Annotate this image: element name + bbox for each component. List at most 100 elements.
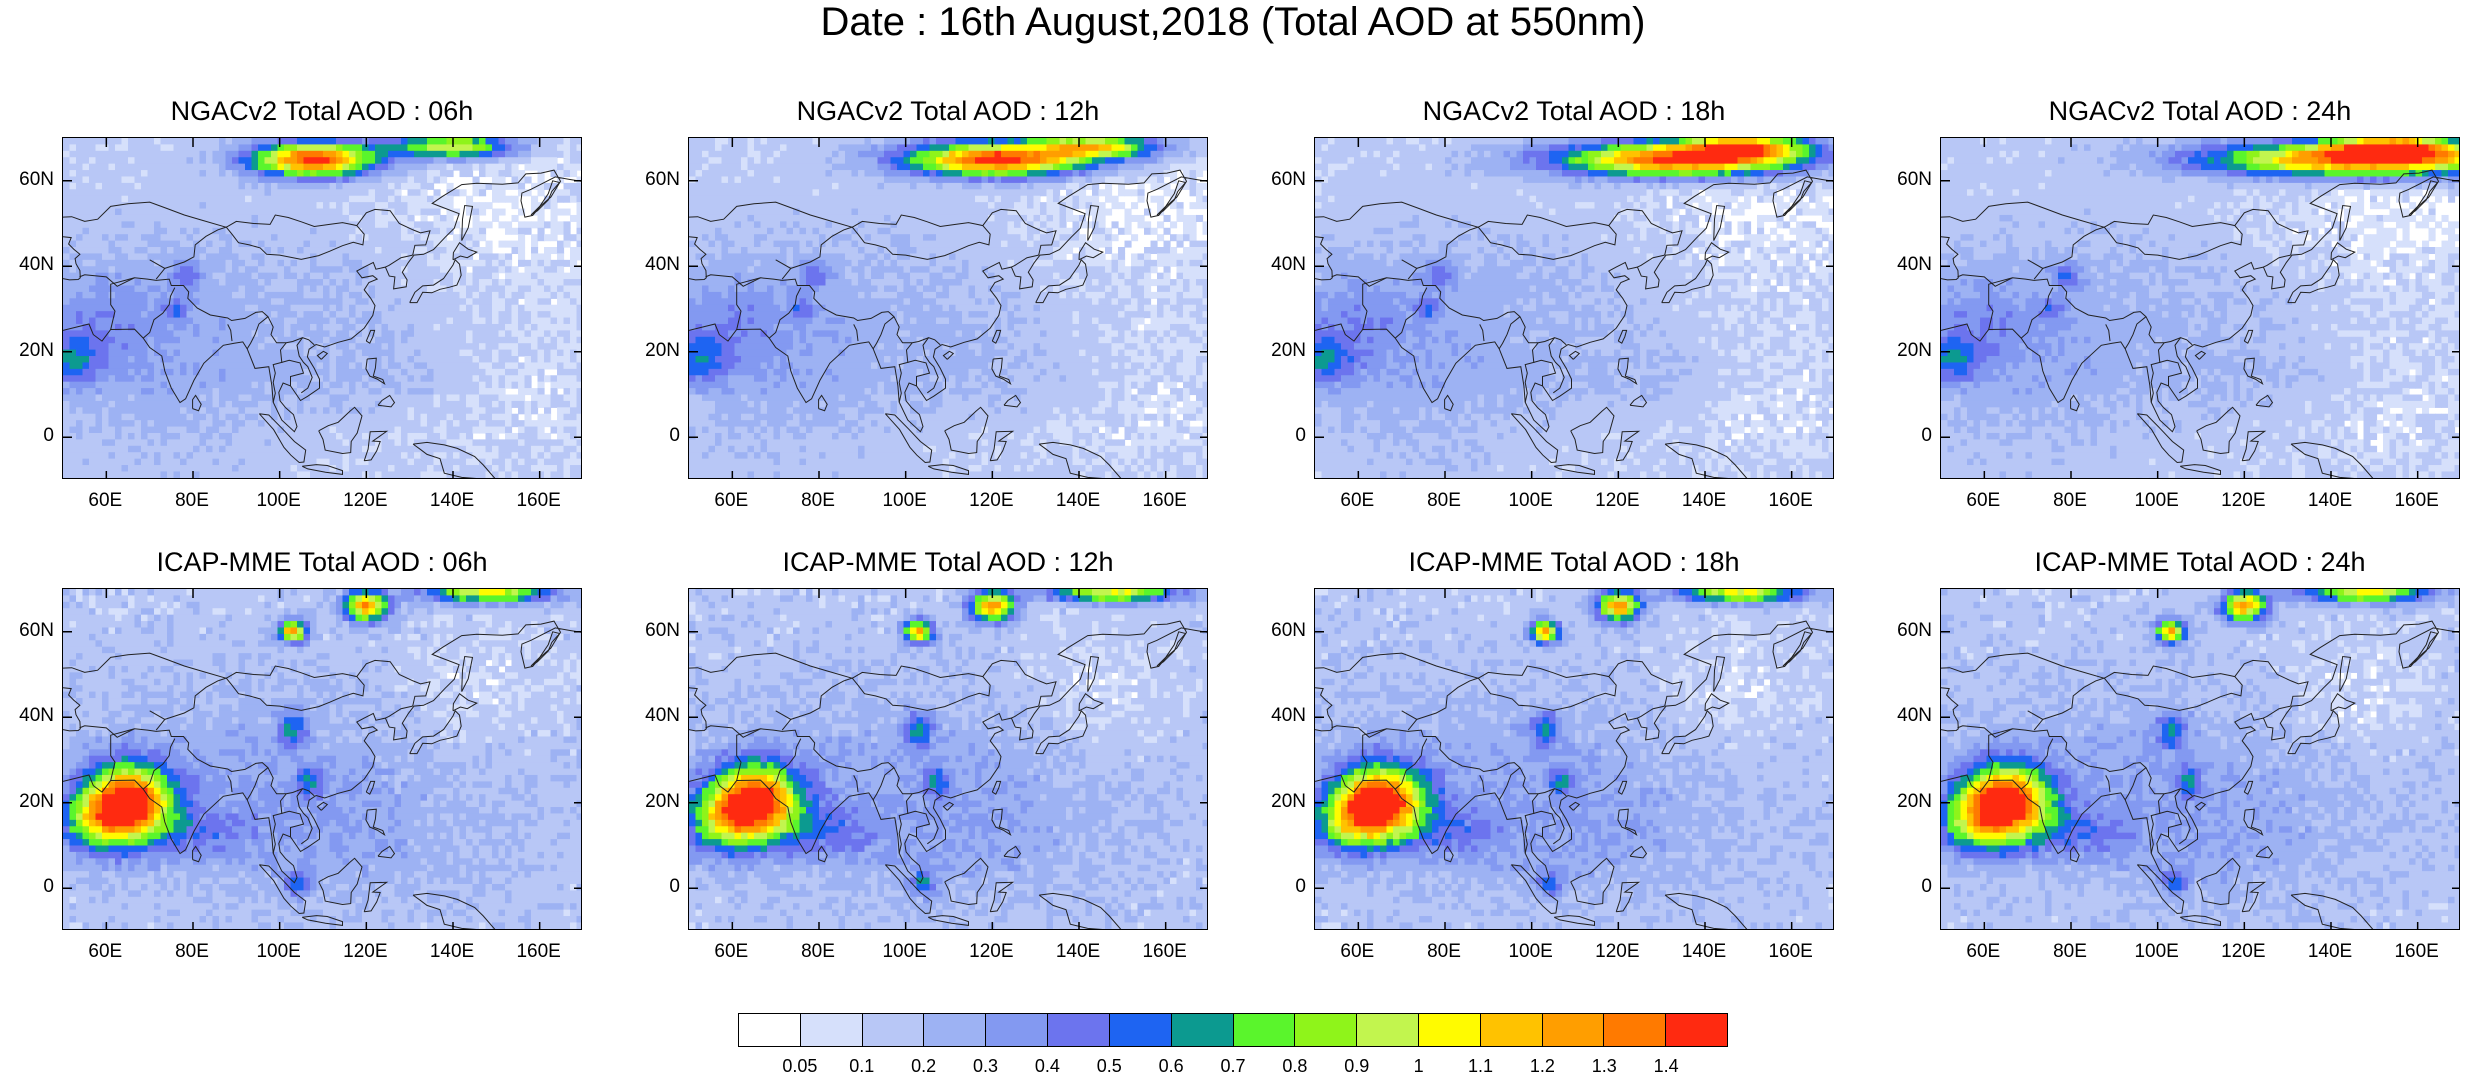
- lon-tick-label: 160E: [1761, 942, 1821, 962]
- lon-tick-label: 80E: [162, 942, 222, 962]
- lat-tick-label: 20N: [1882, 341, 1932, 361]
- lon-tick-label: 120E: [961, 942, 1021, 962]
- colorbar-label: 0.3: [964, 1056, 1008, 1076]
- panel-title: ICAP-MME Total AOD : 18h: [1314, 547, 1834, 577]
- lon-tick-label: 140E: [1048, 942, 1108, 962]
- colorbar-label: 1.2: [1520, 1056, 1564, 1076]
- colorbar-swatch: [1604, 1014, 1666, 1046]
- lat-tick-label: 60N: [1256, 170, 1306, 190]
- colorbar-swatch: [1048, 1014, 1110, 1046]
- lat-tick-label: 0: [1882, 426, 1932, 446]
- panel-title: NGACv2 Total AOD : 12h: [688, 96, 1208, 126]
- panel-title: ICAP-MME Total AOD : 06h: [62, 547, 582, 577]
- lat-tick-label: 40N: [1256, 706, 1306, 726]
- lon-tick-label: 120E: [335, 942, 395, 962]
- lon-tick-label: 60E: [701, 491, 761, 511]
- lat-tick-label: 60N: [630, 170, 680, 190]
- lon-tick-label: 140E: [422, 942, 482, 962]
- aod-field: [689, 138, 1208, 479]
- colorbar-label: 0.05: [778, 1056, 822, 1076]
- colorbar-label: 1.4: [1644, 1056, 1688, 1076]
- lon-tick-label: 140E: [2300, 942, 2360, 962]
- colorbar-label: 1.1: [1459, 1056, 1503, 1076]
- lon-tick-label: 60E: [75, 491, 135, 511]
- lon-tick-label: 100E: [1501, 942, 1561, 962]
- lat-tick-label: 0: [630, 877, 680, 897]
- panel-title: NGACv2 Total AOD : 18h: [1314, 96, 1834, 126]
- colorbar-swatch: [924, 1014, 986, 1046]
- lat-tick-label: 60N: [1256, 621, 1306, 641]
- colorbar-swatch: [986, 1014, 1048, 1046]
- lon-tick-label: 120E: [961, 491, 1021, 511]
- lon-tick-label: 160E: [509, 942, 569, 962]
- lat-tick-label: 20N: [1256, 341, 1306, 361]
- map-panel: [1314, 588, 1834, 930]
- colorbar-swatch: [1543, 1014, 1605, 1046]
- lon-tick-label: 160E: [1761, 491, 1821, 511]
- lon-tick-label: 100E: [875, 491, 935, 511]
- map-panel: [1314, 137, 1834, 479]
- aod-map: [63, 589, 582, 930]
- lon-tick-label: 140E: [1674, 942, 1734, 962]
- aod-map: [1941, 589, 2460, 930]
- lat-tick-label: 20N: [630, 792, 680, 812]
- colorbar-swatch: [1666, 1014, 1727, 1046]
- colorbar-swatch: [1357, 1014, 1419, 1046]
- map-panel: [688, 137, 1208, 479]
- colorbar-swatch: [801, 1014, 863, 1046]
- lon-tick-label: 100E: [1501, 491, 1561, 511]
- lon-tick-label: 160E: [2387, 942, 2447, 962]
- lon-tick-label: 60E: [1953, 491, 2013, 511]
- lat-tick-label: 60N: [1882, 621, 1932, 641]
- aod-map: [1315, 589, 1834, 930]
- aod-map: [689, 589, 1208, 930]
- colorbar-label: 0.5: [1087, 1056, 1131, 1076]
- lon-tick-label: 160E: [1135, 491, 1195, 511]
- colorbar-swatch: [1172, 1014, 1234, 1046]
- aod-field: [689, 589, 1208, 930]
- map-panel: [1940, 137, 2460, 479]
- lon-tick-label: 80E: [162, 491, 222, 511]
- figure-title: Date : 16th August,2018 (Total AOD at 55…: [0, 0, 2466, 44]
- colorbar-label: 0.9: [1335, 1056, 1379, 1076]
- colorbar-label: 0.1: [840, 1056, 884, 1076]
- lat-tick-label: 0: [630, 426, 680, 446]
- lat-tick-label: 40N: [630, 706, 680, 726]
- lat-tick-label: 40N: [630, 255, 680, 275]
- aod-field: [63, 138, 582, 479]
- colorbar-swatch: [1419, 1014, 1481, 1046]
- map-panel: [1940, 588, 2460, 930]
- map-panel: [62, 588, 582, 930]
- lon-tick-label: 80E: [788, 942, 848, 962]
- colorbar-swatch: [1295, 1014, 1357, 1046]
- colorbar-label: 0.4: [1025, 1056, 1069, 1076]
- colorbar-label: 0.2: [902, 1056, 946, 1076]
- colorbar-swatch: [1110, 1014, 1172, 1046]
- lon-tick-label: 100E: [2127, 942, 2187, 962]
- lon-tick-label: 80E: [2040, 942, 2100, 962]
- aod-field: [63, 589, 582, 930]
- colorbar-label: 1: [1397, 1056, 1441, 1076]
- aod-field: [1941, 589, 2460, 930]
- lat-tick-label: 60N: [4, 621, 54, 641]
- lon-tick-label: 80E: [1414, 491, 1474, 511]
- lat-tick-label: 60N: [4, 170, 54, 190]
- lon-tick-label: 60E: [75, 942, 135, 962]
- lon-tick-label: 160E: [1135, 942, 1195, 962]
- lon-tick-label: 80E: [2040, 491, 2100, 511]
- aod-field: [1315, 589, 1834, 930]
- aod-field: [1941, 138, 2460, 479]
- lat-tick-label: 0: [4, 426, 54, 446]
- lat-tick-label: 60N: [1882, 170, 1932, 190]
- lat-tick-label: 0: [4, 877, 54, 897]
- colorbar: [738, 1013, 1728, 1047]
- lat-tick-label: 0: [1256, 877, 1306, 897]
- lon-tick-label: 60E: [1953, 942, 2013, 962]
- lon-tick-label: 120E: [335, 491, 395, 511]
- lon-tick-label: 60E: [1327, 491, 1387, 511]
- panel-title: ICAP-MME Total AOD : 12h: [688, 547, 1208, 577]
- lon-tick-label: 120E: [1587, 942, 1647, 962]
- lon-tick-label: 120E: [2213, 942, 2273, 962]
- colorbar-label: 0.8: [1273, 1056, 1317, 1076]
- lon-tick-label: 80E: [1414, 942, 1474, 962]
